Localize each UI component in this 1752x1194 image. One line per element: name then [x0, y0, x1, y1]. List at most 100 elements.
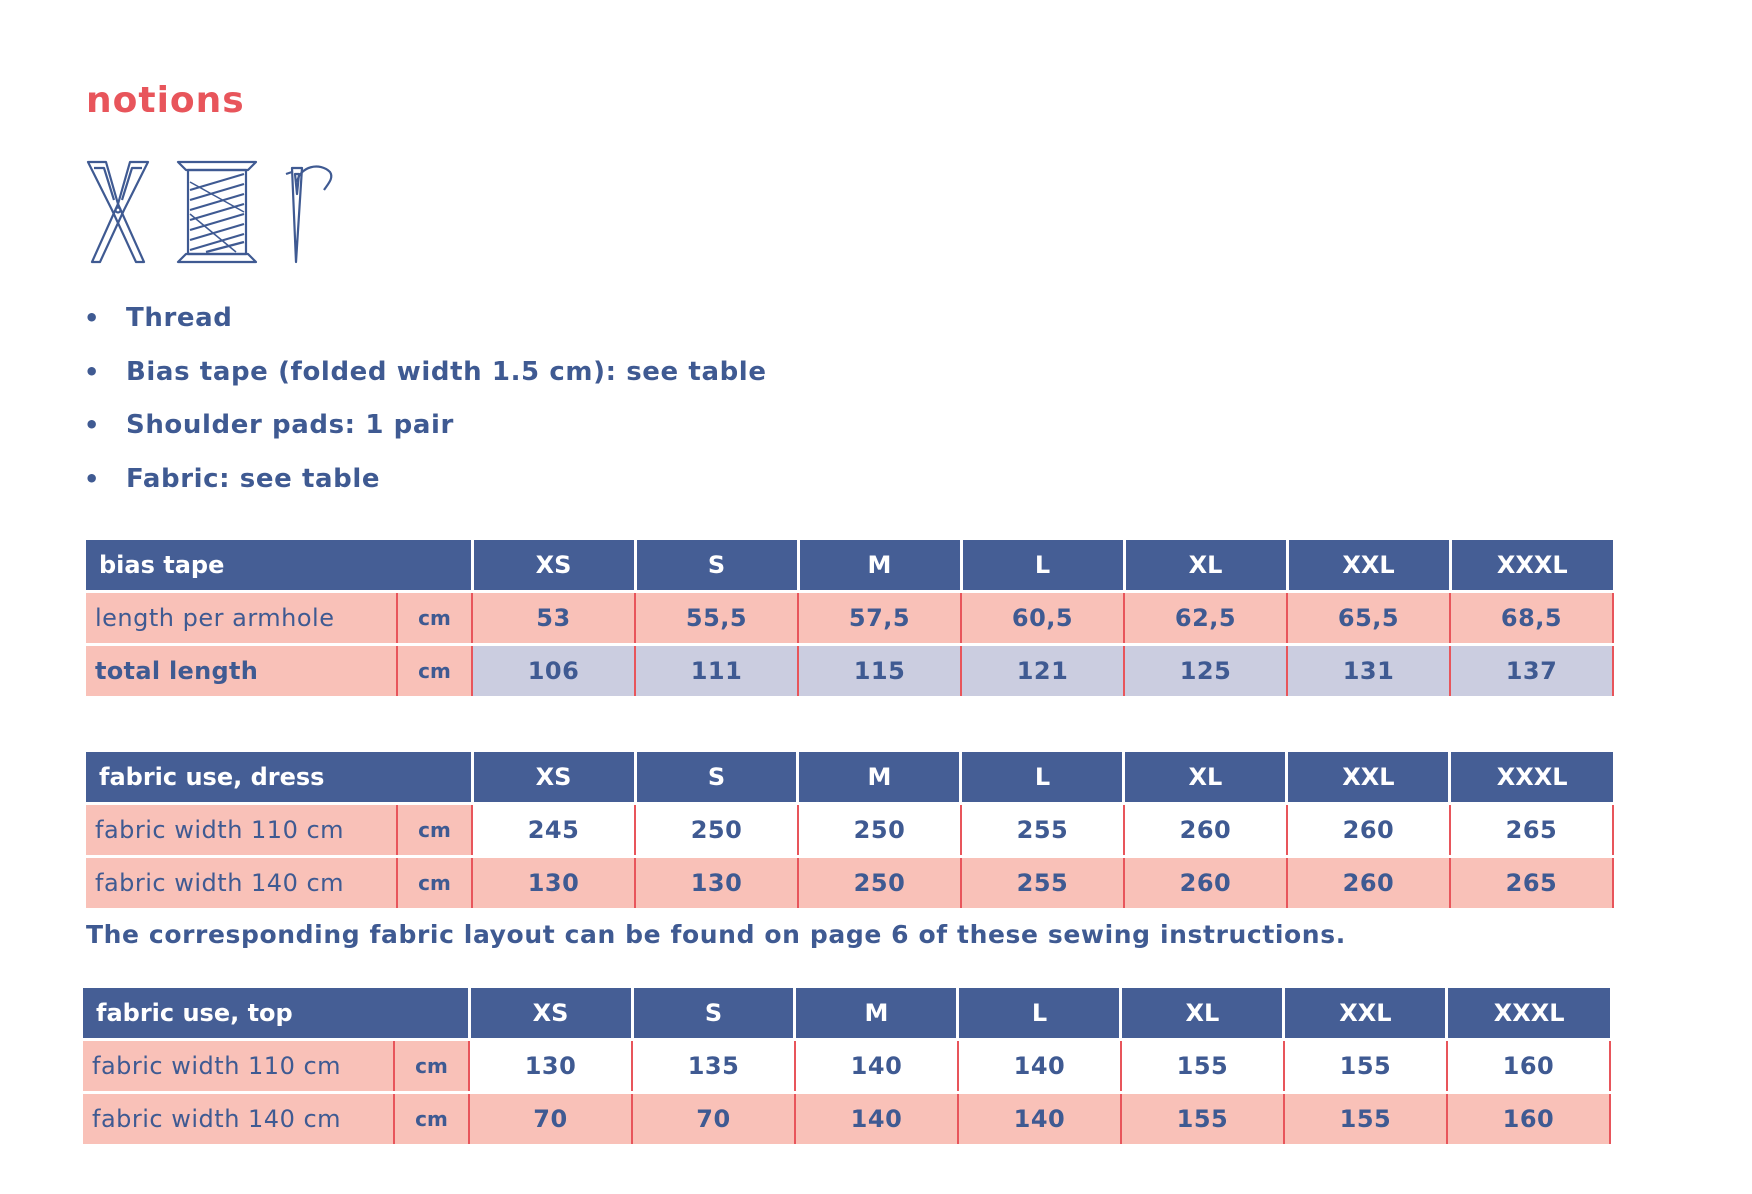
table-cell: 260 — [1122, 855, 1287, 908]
table-cell: 265 — [1448, 802, 1615, 857]
size-header: XL — [1120, 988, 1286, 1040]
fabric-dress-table: fabric use, dress XS S M L XL XXL XXXL f… — [86, 752, 1615, 908]
table-row: fabric width 140 cm cm 130 130 250 255 2… — [86, 855, 1615, 908]
row-label: fabric width 140 cm — [86, 855, 397, 908]
table-cell: 155 — [1119, 1038, 1284, 1093]
table-cell: 130 — [468, 1038, 632, 1093]
row-unit: cm — [395, 855, 473, 908]
row-unit: cm — [392, 1038, 470, 1093]
notion-text: Fabric: see table — [126, 463, 381, 494]
size-header: S — [635, 540, 800, 592]
table-cell: 260 — [1285, 855, 1450, 908]
row-unit: cm — [396, 643, 472, 696]
size-header: M — [798, 540, 963, 592]
table-cell: 106 — [471, 643, 635, 696]
table-cell: 140 — [956, 1091, 1121, 1144]
table-cell: 65,5 — [1286, 590, 1450, 645]
table-cell: 250 — [796, 802, 961, 857]
size-header: XXXL — [1446, 988, 1610, 1040]
thread-spool-icon — [176, 160, 258, 264]
table-cell: 55,5 — [634, 590, 798, 645]
table-cell: 155 — [1282, 1038, 1447, 1093]
table-cell: 70 — [468, 1091, 632, 1144]
table-cell: 160 — [1445, 1091, 1612, 1144]
row-label: fabric width 110 cm — [86, 802, 397, 857]
table-cell: 140 — [793, 1038, 958, 1093]
table-cell: 250 — [634, 802, 798, 857]
table-cell: 62,5 — [1123, 590, 1287, 645]
table-cell: 53 — [471, 590, 635, 645]
table-cell: 57,5 — [797, 590, 961, 645]
size-header: L — [957, 988, 1123, 1040]
table-row: fabric width 140 cm cm 70 70 140 140 155… — [83, 1091, 1612, 1144]
page-title: notions — [86, 80, 245, 121]
table-header-row: fabric use, dress XS S M L XL XXL XXXL — [86, 752, 1613, 804]
table-cell: 115 — [797, 643, 961, 696]
table-cell: 245 — [471, 802, 635, 857]
table-header-row: fabric use, top XS S M L XL XXL XXXL — [83, 988, 1610, 1040]
table-cell: 260 — [1122, 802, 1287, 857]
row-label: fabric width 140 cm — [83, 1091, 394, 1144]
size-header: M — [794, 988, 960, 1040]
list-item: • Fabric: see table — [84, 461, 767, 515]
size-header: XXL — [1283, 988, 1449, 1040]
row-label: length per armhole — [86, 590, 397, 645]
notion-text: Shoulder pads: 1 pair — [126, 410, 454, 440]
fabric-layout-note: The corresponding fabric layout can be f… — [86, 920, 1346, 949]
table-title: fabric use, top — [83, 988, 471, 1040]
size-header: L — [961, 540, 1126, 592]
list-item: • Thread — [84, 300, 767, 354]
table-row: length per armhole cm 53 55,5 57,5 60,5 … — [86, 590, 1614, 645]
table-cell: 155 — [1282, 1091, 1447, 1144]
table-cell: 70 — [631, 1091, 795, 1144]
bullet: • — [84, 304, 100, 332]
notions-list: • Thread • Bias tape (folded width 1.5 cm)… — [84, 300, 767, 514]
row-label: fabric width 110 cm — [83, 1038, 394, 1093]
bullet: • — [84, 411, 100, 439]
table-cell: 250 — [796, 855, 961, 908]
table-cell: 155 — [1119, 1091, 1284, 1144]
table-cell: 140 — [956, 1038, 1121, 1093]
size-header: XXXL — [1450, 540, 1613, 592]
list-item: • Bias tape (folded width 1.5 cm): see ta… — [84, 354, 767, 408]
size-header: XXL — [1286, 752, 1452, 804]
size-header: XS — [472, 540, 637, 592]
table-row: total length cm 106 111 115 121 125 131 … — [86, 643, 1614, 696]
notion-text: Bias tape (folded width 1.5 cm): see tab… — [126, 356, 767, 387]
table-cell: 160 — [1445, 1038, 1612, 1093]
size-header: XXL — [1287, 540, 1452, 592]
size-header: XL — [1123, 752, 1289, 804]
notion-text: Thread — [126, 303, 233, 333]
table-header-row: bias tape XS S M L XL XXL XXXL — [86, 540, 1613, 592]
scissors-icon — [86, 160, 150, 264]
size-header: XS — [469, 988, 634, 1040]
bullet: • — [84, 357, 100, 386]
row-unit: cm — [395, 802, 473, 857]
table-cell: 137 — [1449, 643, 1614, 696]
row-unit: cm — [396, 590, 472, 645]
table-cell: 135 — [631, 1038, 795, 1093]
table-cell: 68,5 — [1449, 590, 1614, 645]
row-label: total length — [86, 643, 397, 696]
table-title: fabric use, dress — [86, 752, 474, 804]
table-row: fabric width 110 cm cm 130 135 140 140 1… — [83, 1038, 1612, 1093]
bias-tape-table: bias tape XS S M L XL XXL XXXL length pe… — [86, 540, 1614, 696]
fabric-top-table: fabric use, top XS S M L XL XXL XXXL fab… — [83, 988, 1612, 1144]
table-cell: 260 — [1285, 802, 1450, 857]
size-header: S — [635, 752, 800, 804]
needle-icon — [285, 165, 333, 264]
size-header: L — [960, 752, 1126, 804]
table-cell: 255 — [959, 802, 1124, 857]
row-unit: cm — [392, 1091, 470, 1144]
list-item: • Shoulder pads: 1 pair — [84, 407, 767, 461]
table-cell: 111 — [634, 643, 798, 696]
table-cell: 130 — [471, 855, 635, 908]
size-header: XS — [472, 752, 637, 804]
table-cell: 131 — [1286, 643, 1450, 696]
table-cell: 265 — [1448, 855, 1615, 908]
table-cell: 60,5 — [960, 590, 1124, 645]
table-cell: 130 — [634, 855, 798, 908]
size-header: XL — [1124, 540, 1289, 592]
table-row: fabric width 110 cm cm 245 250 250 255 2… — [86, 802, 1615, 857]
table-cell: 140 — [793, 1091, 958, 1144]
